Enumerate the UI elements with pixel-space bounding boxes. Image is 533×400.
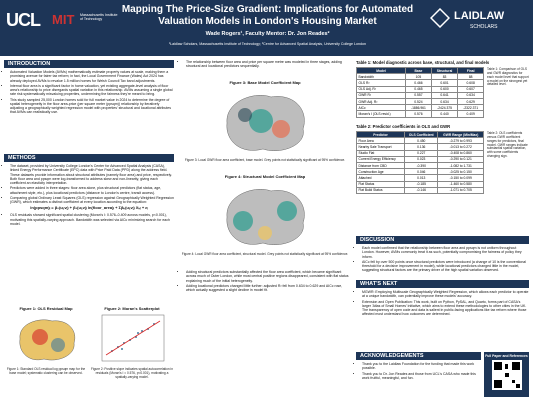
bullet: Automated Valuation Models (AVMs) mathem…: [10, 70, 174, 83]
bullet: Each model confirmed that the relationsh…: [362, 246, 529, 259]
qr-code[interactable]: [491, 360, 522, 390]
figure-title: Figure 2: Moran's Scatterplot: [104, 306, 160, 311]
section-heading: METHODS: [4, 154, 174, 162]
table-cell: Flat Build Status: [355, 186, 406, 194]
mit-text: Massachusetts Institute of Technology: [80, 13, 118, 21]
laidlaw-logo: LAIDLAW: [454, 10, 505, 22]
figure-caption: Figure 2: Positive slope indicates spati…: [90, 367, 174, 379]
bullet: Comparing global Ordinary Least Squares …: [10, 196, 174, 205]
bullet: Internal floor area is a significant fac…: [10, 84, 174, 97]
affiliations: ¹Laidlaw Scholars, Massachusetts Institu…: [168, 42, 367, 46]
section-heading: DISCUSSION: [356, 236, 529, 244]
bullet: Thank you to Dr. Jon Reades and those fr…: [362, 372, 481, 381]
figure-title: Figure 1: OLS Residual Map: [19, 306, 73, 311]
section-heading: WHAT'S NEXT: [356, 280, 529, 288]
next-text: MGWR: Employing Multiscale Geographicall…: [356, 290, 529, 318]
results-intro: The relationship between floor area and …: [180, 60, 350, 70]
table-row: Attached 0.013 -0.150 to 0.099: [355, 174, 484, 182]
table-cell: -0.146: [404, 186, 439, 194]
methods-text: The dataset, provided by University Coll…: [4, 164, 174, 227]
figure-caption: Figure 1: Standard OLS residual log ppsq…: [6, 367, 86, 375]
table-cell: 0.576: [405, 110, 432, 118]
bullet: The dataset, provided by University Coll…: [10, 164, 174, 185]
intro-text: Automated Valuation Models (AVMs) mathem…: [4, 70, 174, 116]
discussion-text: Each model confirmed that the relationsh…: [356, 246, 529, 274]
title: Mapping The Price-Size Gradient: Implica…: [121, 4, 414, 27]
ucl-logo: UCL: [6, 10, 41, 30]
bullet: MGWR: Employing Multiscale Geographicall…: [362, 290, 529, 299]
equation: ln(ppsqm)ᵢ = β₀(uᵢ,vᵢ) + β₁(uᵢ,vᵢ) ln(fl…: [30, 205, 148, 211]
section-heading: INTRODUCTION: [4, 60, 174, 68]
table-title: Table 2: Predictor coefficients in OLS a…: [356, 124, 451, 129]
table1: Model Base Structural Final Bandwidth 105 83 88…: [355, 66, 484, 118]
table-cell: Moran's I (OLS resid.): [355, 110, 407, 118]
table-note: Table 1: Comparison of OLS and GWR diagn…: [487, 67, 529, 87]
table-note: Table 2: OLS coefficients versus GWR coe…: [487, 131, 528, 159]
qr-label: Full Paper and References: [485, 354, 528, 358]
table-cell: 0.440: [430, 110, 459, 118]
bullet: The relationship between floor area and …: [186, 60, 350, 69]
mit-logo: MIT: [52, 12, 75, 27]
bullet: Adding structural predictors substantial…: [186, 270, 350, 283]
residual-map: [19, 319, 76, 361]
figure-caption: Figure 4: Local GWR floor area coefficie…: [181, 252, 349, 256]
header: UCL MIT Massachusetts Institute of Techn…: [0, 0, 533, 56]
bullet: Predictors were added in three stages: f…: [10, 186, 174, 195]
results-text: Adding structural predictors substantial…: [180, 270, 350, 293]
laidlaw-icon: [430, 8, 450, 28]
bullet: This study sampled 25,000 London homes s…: [10, 98, 174, 115]
table2: Predictor OLS Coefficient GWR Range (Min/M…: [355, 130, 484, 194]
bullet: Thank you to the Laidlaw Foundation for …: [362, 362, 481, 371]
table-row: Flat Build Status -0.146 -1.071 to 0.705: [355, 186, 484, 194]
ack-text: Thank you to the Laidlaw Foundation for …: [356, 362, 481, 381]
table-title: Table 1: Model diagnostic across base, s…: [356, 60, 490, 65]
bullet: Extension and Open Publication: This wor…: [362, 300, 529, 317]
bullet: OLS residuals showed significant spatial…: [10, 213, 174, 226]
table-row: Moran's I (OLS resid.) 0.576 0.440 0.409: [355, 110, 484, 118]
figure-title: Figure 3: Base Model Coefficient Map: [229, 80, 301, 85]
table-cell: 0.409: [457, 110, 484, 118]
figure-title: Figure 4: Structural Model Coefficient M…: [224, 174, 306, 179]
bullet: Adding locational predictors changed lit…: [186, 284, 350, 293]
table-row: GWR R² 0.557 0.641 0.634: [355, 91, 484, 99]
coefficient-map: [226, 189, 305, 245]
section-heading: ACKNOWLEDGEMENTS: [356, 352, 481, 360]
qr-box: Full Paper and References: [484, 352, 529, 397]
authors: Wade Rogers¹, Faculty Mentor: Dr. Jon Re…: [205, 31, 330, 37]
coefficient-map: [226, 95, 305, 151]
bullet: AICc fell by over 500 points once struct…: [362, 260, 529, 273]
figure-caption: Figure 3: Local GWR floor area coefficie…: [184, 158, 346, 162]
moran-scatter: [101, 314, 165, 362]
laidlaw-sub: SCHOLARS: [470, 24, 498, 30]
table-cell: -1.071 to 0.705: [437, 186, 484, 194]
